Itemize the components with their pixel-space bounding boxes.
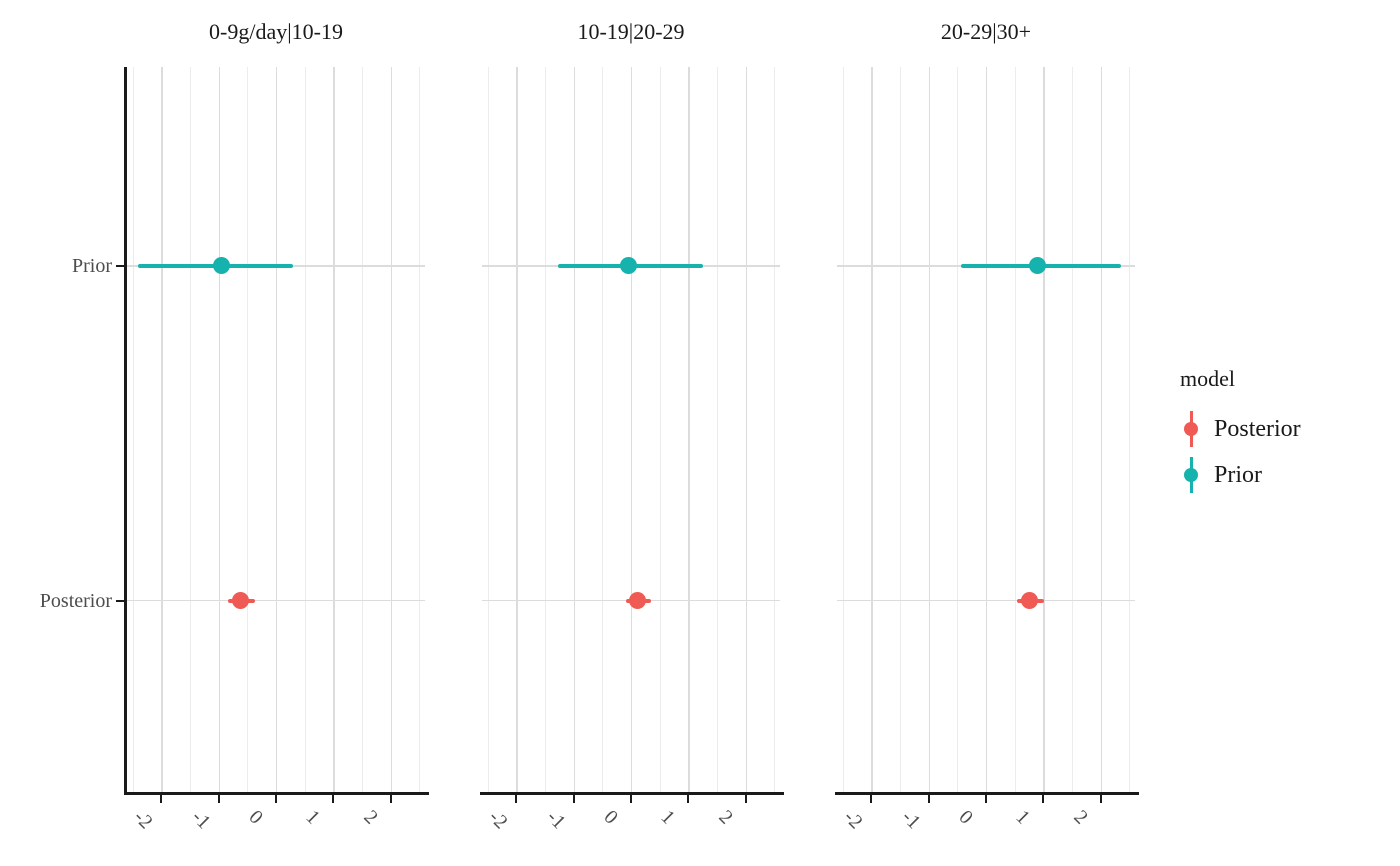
grid-major-v — [161, 67, 163, 793]
x-tick-label: 0 — [954, 806, 978, 829]
x-tick — [332, 795, 335, 803]
x-tick-label: 1 — [1011, 806, 1035, 829]
x-tick-label: 1 — [301, 806, 325, 829]
legend-title: model — [1180, 366, 1235, 391]
grid-minor-v — [190, 67, 192, 793]
x-tick — [572, 795, 575, 803]
grid-minor-v — [247, 67, 249, 793]
facet-strip-title: 20-29|30+ — [940, 19, 1032, 44]
x-tick-label: 2 — [359, 806, 382, 829]
x-tick — [1042, 795, 1045, 803]
grid-minor-v — [716, 67, 718, 793]
x-tick — [630, 795, 632, 803]
legend-item-posterior: Posterior — [1178, 406, 1301, 452]
grid-major-v — [1100, 67, 1102, 793]
grid-major-v — [688, 67, 690, 793]
point-estimate — [629, 592, 647, 610]
grid-major-v — [871, 67, 873, 793]
grid-major-v — [276, 67, 278, 793]
grid-major-h — [127, 599, 425, 602]
legend-key-dot-posterior — [1184, 422, 1198, 436]
grid-minor-v — [419, 67, 421, 793]
legend-label-posterior: Posterior — [1214, 415, 1301, 442]
legend-key-dot-prior — [1184, 468, 1198, 482]
point-estimate — [1029, 257, 1047, 275]
point-estimate — [231, 592, 249, 610]
x-tick-label: -2 — [839, 806, 868, 834]
x-axis-line — [835, 792, 1139, 795]
x-tick — [389, 795, 392, 803]
x-tick — [927, 795, 930, 803]
grid-major-v — [986, 67, 988, 793]
x-axis-line — [125, 792, 429, 795]
x-tick — [1099, 795, 1102, 803]
grid-major-v — [516, 67, 518, 793]
x-tick — [870, 795, 873, 803]
point-estimate — [213, 257, 231, 275]
x-tick-label: -2 — [484, 806, 513, 834]
point-estimate — [1021, 592, 1039, 610]
grid-major-v — [745, 67, 747, 793]
grid-major-v — [333, 67, 335, 793]
x-tick — [985, 795, 987, 803]
point-estimate — [619, 257, 637, 275]
x-tick-label: 2 — [714, 806, 737, 829]
x-tick-label: -1 — [542, 806, 570, 834]
grid-major-v — [1043, 67, 1045, 793]
grid-major-v — [218, 67, 221, 793]
x-tick — [744, 795, 747, 803]
grid-major-v — [390, 67, 392, 793]
x-tick-label: 1 — [656, 806, 680, 829]
grid-minor-v — [842, 67, 844, 793]
legend-label-prior: Prior — [1214, 461, 1262, 488]
grid-minor-v — [1014, 67, 1016, 793]
facet-strip-title: 0-9g/day|10-19 — [209, 19, 343, 44]
x-axis-line — [480, 792, 784, 795]
x-tick-label: 2 — [1069, 806, 1092, 829]
y-tick-label: Posterior — [39, 589, 112, 612]
grid-major-v — [928, 67, 931, 793]
grid-minor-v — [659, 67, 661, 793]
grid-minor-v — [132, 67, 134, 793]
grid-minor-v — [1071, 67, 1073, 793]
grid-minor-v — [361, 67, 363, 793]
pointrange-key-icon — [1178, 455, 1204, 495]
y-tick — [116, 599, 124, 602]
x-tick-label: 0 — [599, 806, 623, 829]
grid-minor-v — [304, 67, 306, 793]
x-tick-label: -2 — [129, 806, 158, 834]
legend-item-prior: Prior — [1178, 452, 1301, 498]
grid-major-v — [573, 67, 576, 793]
facet-strip-title: 10-19|20-29 — [577, 19, 685, 44]
y-tick-label: Prior — [72, 254, 112, 277]
x-tick-label: -1 — [897, 806, 925, 834]
y-axis-line — [124, 67, 127, 795]
x-tick — [160, 795, 163, 803]
grid-major-h — [837, 599, 1135, 602]
grid-minor-v — [602, 67, 604, 793]
x-tick — [275, 795, 277, 803]
x-tick-label: -1 — [187, 806, 215, 834]
grid-minor-v — [957, 67, 959, 793]
grid-minor-v — [774, 67, 776, 793]
grid-minor-v — [487, 67, 489, 793]
y-tick — [116, 264, 124, 267]
x-tick-label: 0 — [244, 806, 268, 829]
legend: model Posterior Prior — [1178, 366, 1301, 498]
grid-minor-v — [545, 67, 547, 793]
x-tick — [687, 795, 690, 803]
grid-major-v — [631, 67, 633, 793]
pointrange-key-icon — [1178, 409, 1204, 449]
x-tick — [217, 795, 220, 803]
grid-minor-v — [1129, 67, 1131, 793]
x-tick — [515, 795, 518, 803]
grid-minor-v — [900, 67, 902, 793]
